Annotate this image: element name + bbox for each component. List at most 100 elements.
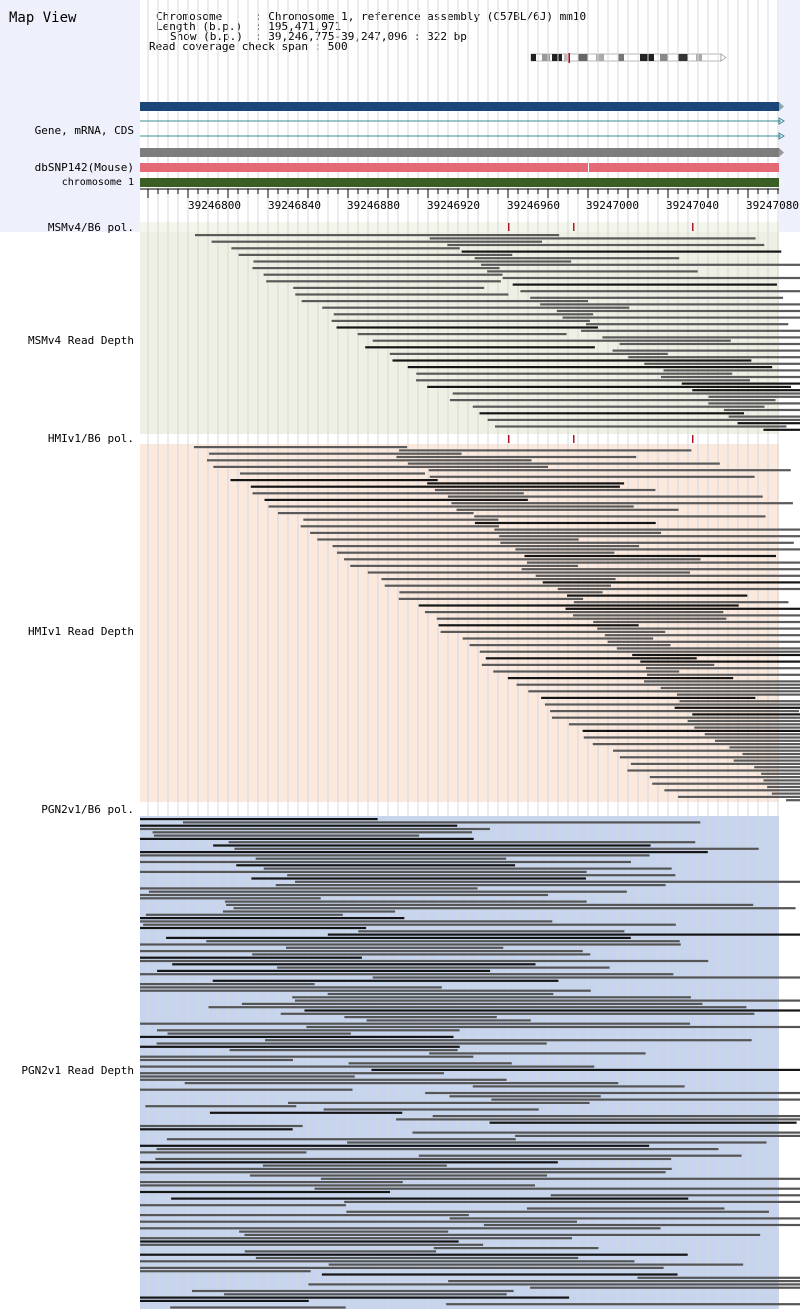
msm-read[interactable] xyxy=(520,290,800,293)
hmi-read[interactable] xyxy=(754,766,800,769)
hmi-read[interactable] xyxy=(652,782,800,785)
hmi-read[interactable] xyxy=(660,686,800,690)
hmi-read[interactable] xyxy=(592,743,800,746)
msm-read[interactable] xyxy=(540,303,800,306)
msm-read[interactable] xyxy=(252,267,500,270)
hmi-read[interactable] xyxy=(528,690,800,693)
pgn-read[interactable] xyxy=(347,1141,767,1144)
pgn-read[interactable] xyxy=(292,996,691,999)
pgn-read[interactable] xyxy=(255,857,507,860)
msm-pol-marker[interactable] xyxy=(508,223,510,231)
msm-read[interactable] xyxy=(416,379,750,382)
hmi-read[interactable] xyxy=(763,779,800,782)
pgn-read[interactable] xyxy=(182,821,701,824)
hmi-read[interactable] xyxy=(582,729,800,732)
msm-read[interactable] xyxy=(392,359,752,362)
pgn-read[interactable] xyxy=(251,877,586,880)
pgn-read[interactable] xyxy=(425,1091,800,1095)
hmi-read[interactable] xyxy=(381,578,616,581)
hmi-read[interactable] xyxy=(676,693,800,696)
pgn-read[interactable] xyxy=(489,1121,797,1124)
hmi-read[interactable] xyxy=(604,634,800,637)
pgn-read[interactable] xyxy=(140,1167,672,1170)
pgn-read[interactable] xyxy=(229,1049,458,1052)
pgn-read[interactable] xyxy=(366,1019,531,1022)
hmi-read[interactable] xyxy=(507,677,734,680)
hmi-read[interactable] xyxy=(640,660,800,663)
hmi-read[interactable] xyxy=(350,564,578,567)
pgn-read[interactable] xyxy=(140,1151,307,1154)
pgn-read[interactable] xyxy=(140,973,674,976)
pgn-read[interactable] xyxy=(140,1260,635,1263)
hmi-read[interactable] xyxy=(367,571,691,574)
hmi-read[interactable] xyxy=(645,667,800,670)
msm-read[interactable] xyxy=(692,389,800,392)
hmi-read[interactable] xyxy=(714,739,800,742)
hmi-read[interactable] xyxy=(786,799,800,802)
pgn-read[interactable] xyxy=(171,1197,689,1200)
hmi-read[interactable] xyxy=(303,518,499,521)
pgn-read[interactable] xyxy=(140,1171,666,1174)
pgn-read[interactable] xyxy=(172,963,536,966)
msm-read[interactable] xyxy=(479,412,745,415)
hmi-read[interactable] xyxy=(767,785,800,789)
msm-read[interactable] xyxy=(407,366,773,369)
hmi-read[interactable] xyxy=(193,446,408,449)
pgn-read[interactable] xyxy=(530,1286,800,1289)
msm-read[interactable] xyxy=(619,342,800,346)
pgn-read[interactable] xyxy=(140,1088,353,1091)
hmi-read[interactable] xyxy=(619,756,800,759)
pgn-read[interactable] xyxy=(140,827,490,831)
hmi-read[interactable] xyxy=(632,653,800,657)
pgn-read[interactable] xyxy=(314,1187,800,1190)
pgn-read[interactable] xyxy=(348,1062,512,1065)
pgn-read[interactable] xyxy=(145,1105,297,1108)
msm-read[interactable] xyxy=(602,336,800,339)
pgn-read[interactable] xyxy=(241,1002,703,1005)
cds-feature-bar[interactable] xyxy=(140,148,779,157)
hmi-read[interactable] xyxy=(541,696,756,699)
hmi-read[interactable] xyxy=(761,772,800,775)
msm-read[interactable] xyxy=(474,257,680,260)
pgn-read[interactable] xyxy=(140,986,442,989)
hmi-read[interactable] xyxy=(527,561,800,564)
chromosome-bar[interactable] xyxy=(140,178,779,187)
pgn-read[interactable] xyxy=(275,884,666,887)
hmi-read[interactable] xyxy=(447,495,763,498)
pgn-read[interactable] xyxy=(140,1058,293,1062)
msm-read[interactable] xyxy=(562,316,800,319)
pgn-read[interactable] xyxy=(358,930,625,933)
hmi-read[interactable] xyxy=(494,528,800,531)
pgn-read[interactable] xyxy=(140,1144,650,1147)
msm-read[interactable] xyxy=(195,234,560,237)
pgn-read[interactable] xyxy=(208,1006,747,1009)
hmi-read[interactable] xyxy=(277,512,474,515)
pgn-read[interactable] xyxy=(233,907,796,910)
pgn-read[interactable] xyxy=(346,1210,769,1213)
msm-read[interactable] xyxy=(331,319,590,322)
msm-read[interactable] xyxy=(336,326,598,329)
hmi-read[interactable] xyxy=(607,640,800,643)
hmi-read[interactable] xyxy=(771,792,800,795)
msm-read[interactable] xyxy=(628,356,800,359)
hmi-read[interactable] xyxy=(630,762,800,765)
msm-read[interactable] xyxy=(461,250,782,253)
pgn-read[interactable] xyxy=(429,1052,646,1055)
msm-read[interactable] xyxy=(487,270,698,273)
hmi-read[interactable] xyxy=(729,746,800,749)
pgn-read[interactable] xyxy=(308,1283,800,1286)
pgn-read[interactable] xyxy=(239,1230,449,1233)
hmi-read[interactable] xyxy=(500,541,794,544)
pgn-read[interactable] xyxy=(140,1184,535,1187)
hmi-read[interactable] xyxy=(499,535,800,538)
pgn-read[interactable] xyxy=(140,983,315,986)
pgn-read[interactable] xyxy=(550,1194,800,1197)
msm-read[interactable] xyxy=(728,415,800,418)
pgn-read[interactable] xyxy=(140,1075,355,1078)
msm-read[interactable] xyxy=(644,362,800,365)
pgn-read[interactable] xyxy=(140,1124,303,1128)
hmi-read[interactable] xyxy=(213,465,548,468)
pgn-read[interactable] xyxy=(140,1204,346,1207)
pgn-read[interactable] xyxy=(140,1299,309,1302)
hmi-pol-marker[interactable] xyxy=(508,435,510,443)
